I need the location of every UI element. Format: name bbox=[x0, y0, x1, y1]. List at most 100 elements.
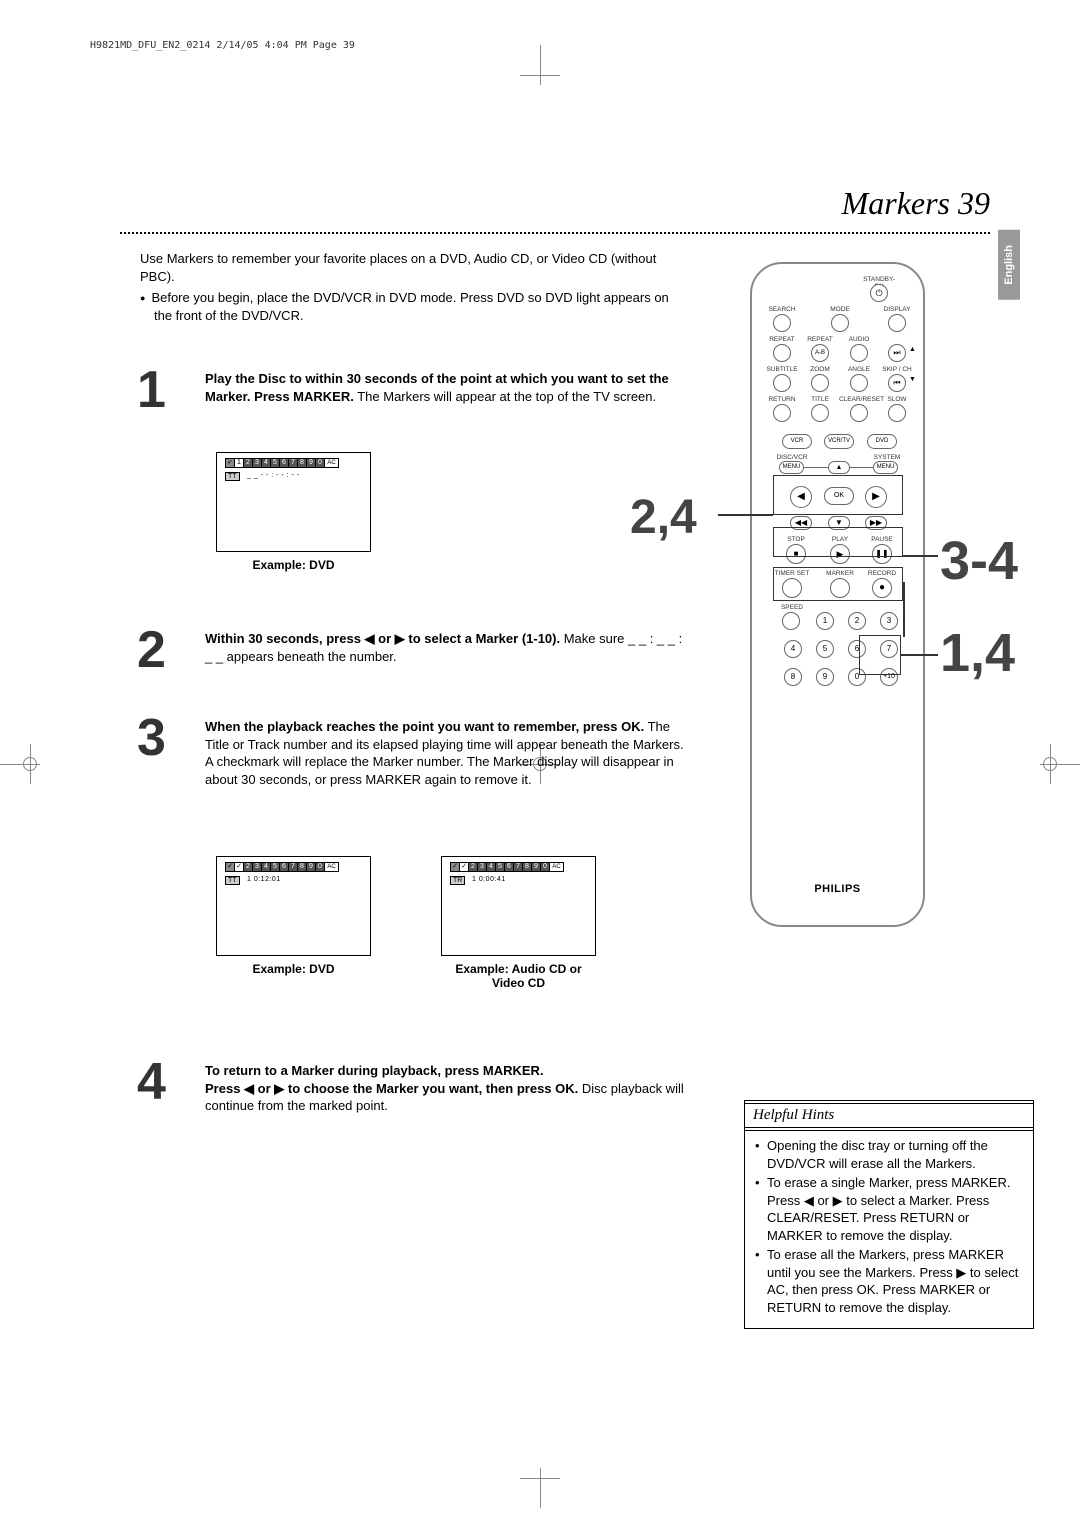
slow-button bbox=[888, 404, 906, 422]
step-3-number: 3 bbox=[137, 708, 166, 768]
mode-label: MODE bbox=[820, 306, 860, 313]
display-button bbox=[888, 314, 906, 332]
num-8-button: 8 bbox=[784, 668, 802, 686]
subtitle-label: SUBTITLE bbox=[762, 366, 802, 373]
step-2-number: 2 bbox=[137, 620, 166, 680]
check-icon: ✓ bbox=[450, 862, 460, 872]
repeat-label: REPEAT bbox=[762, 336, 802, 343]
num-5-button: 5 bbox=[816, 640, 834, 658]
repeat2-label: REPEAT bbox=[800, 336, 840, 343]
step-4-bold2: Press ◀ or ▶ to choose the Marker you wa… bbox=[205, 1081, 578, 1096]
callout-line bbox=[901, 654, 938, 656]
standby-button: ⏻ bbox=[870, 284, 888, 302]
example-dvd-label: Example: DVD bbox=[216, 558, 371, 572]
step-3-body: When the playback reaches the point you … bbox=[205, 718, 685, 788]
repeat-button bbox=[773, 344, 791, 362]
vcr-button: VCR bbox=[782, 434, 812, 449]
example-acd-label: Example: Audio CD or Video CD bbox=[441, 962, 596, 990]
step-2-body: Within 30 seconds, press ◀ or ▶ to selec… bbox=[205, 630, 685, 665]
step-1: 1 Play the Disc to within 30 seconds of … bbox=[145, 370, 685, 405]
slow-label: SLOW bbox=[877, 396, 917, 403]
audio-button bbox=[850, 344, 868, 362]
callout-box-3-4 bbox=[773, 527, 903, 557]
time-label: _ _ - - : - - : - - bbox=[247, 472, 300, 479]
crop-mark bbox=[520, 1458, 560, 1498]
divider bbox=[120, 232, 990, 234]
ac-label: AC bbox=[325, 458, 339, 468]
screen-dvd-1: ✓ 1234567890 AC TT _ _ - - : - - : - - bbox=[216, 452, 371, 552]
page-title: Markers 39 bbox=[842, 185, 990, 222]
ab-button: A-B bbox=[811, 344, 829, 362]
num-1-button: 1 bbox=[816, 612, 834, 630]
callout-box-1-4-bot bbox=[859, 635, 901, 675]
display-label: DISPLAY bbox=[877, 306, 917, 313]
discvcr-label: DISC/VCR bbox=[772, 454, 812, 461]
ac-label: AC bbox=[550, 862, 564, 872]
check-icon: ✓ bbox=[225, 458, 235, 468]
callout-1-4: 1,4 bbox=[940, 622, 1015, 684]
zoom-label: ZOOM bbox=[800, 366, 840, 373]
system-label: SYSTEM bbox=[867, 454, 907, 461]
ac-label: AC bbox=[325, 862, 339, 872]
hints-title: Helpful Hints bbox=[745, 1103, 1033, 1128]
mode-button bbox=[831, 314, 849, 332]
speed-label: SPEED bbox=[772, 604, 812, 611]
menu-button: MENU bbox=[779, 461, 804, 474]
callout-box-1-4-top bbox=[773, 567, 903, 601]
speed-button bbox=[782, 612, 800, 630]
example-dvd-label: Example: DVD bbox=[216, 962, 371, 976]
search-label: SEARCH bbox=[762, 306, 802, 313]
hint-2: To erase a single Marker, press MARKER. … bbox=[767, 1174, 1023, 1244]
step-2: 2 Within 30 seconds, press ◀ or ▶ to sel… bbox=[145, 630, 685, 665]
title-label: TITLE bbox=[800, 396, 840, 403]
search-button bbox=[773, 314, 791, 332]
screen-dvd-2: ✓ ✓234567890 AC TT 1 0:12:01 bbox=[216, 856, 371, 956]
audio-label: AUDIO bbox=[839, 336, 879, 343]
intro-p1: Use Markers to remember your favorite pl… bbox=[140, 250, 680, 285]
num-4-button: 4 bbox=[784, 640, 802, 658]
menu2-button: MENU bbox=[873, 461, 898, 474]
return-button bbox=[773, 404, 791, 422]
check-icon: ✓ bbox=[225, 862, 235, 872]
down-arrow-icon: ▼ bbox=[909, 376, 916, 383]
brand-label: PHILIPS bbox=[752, 883, 923, 895]
helpful-hints: Helpful Hints Opening the disc tray or t… bbox=[744, 1100, 1034, 1329]
dvd-button: DVD bbox=[867, 434, 897, 449]
callout-line bbox=[903, 582, 905, 637]
intro-bullet: Before you begin, place the DVD/VCR in D… bbox=[140, 289, 680, 324]
step-3-screens: ✓ ✓234567890 AC TT 1 0:12:01 Example: DV… bbox=[216, 856, 596, 990]
tt-label: TT bbox=[225, 472, 240, 481]
callout-line bbox=[903, 555, 938, 557]
intro-text: Use Markers to remember your favorite pl… bbox=[140, 250, 680, 324]
callout-2-4: 2,4 bbox=[630, 490, 697, 545]
clear-label: CLEAR/RESET bbox=[839, 396, 879, 403]
num-2-button: 2 bbox=[848, 612, 866, 630]
step-1-screen: ✓ 1234567890 AC TT _ _ - - : - - : - - E… bbox=[216, 452, 371, 572]
subtitle-button bbox=[773, 374, 791, 392]
clear-button bbox=[850, 404, 868, 422]
hints-title-wrap: Helpful Hints bbox=[744, 1100, 1034, 1131]
return-label: RETURN bbox=[762, 396, 802, 403]
step-3-bold: When the playback reaches the point you … bbox=[205, 719, 644, 734]
step-4-body: To return to a Marker during playback, p… bbox=[205, 1062, 685, 1115]
crop-mark bbox=[1030, 744, 1070, 784]
angle-button bbox=[850, 374, 868, 392]
angle-label: ANGLE bbox=[839, 366, 879, 373]
doc-meta: H9821MD_DFU_EN2_0214 2/14/05 4:04 PM Pag… bbox=[90, 40, 355, 51]
step-3: 3 When the playback reaches the point yo… bbox=[145, 718, 685, 788]
callout-line bbox=[718, 514, 773, 516]
title-text: Markers bbox=[842, 185, 950, 221]
title-button bbox=[811, 404, 829, 422]
vcrtv-button: VCR/TV bbox=[824, 434, 854, 449]
hint-1: Opening the disc tray or turning off the… bbox=[767, 1137, 1023, 1172]
tt-label: TT bbox=[225, 876, 240, 885]
crop-mark bbox=[10, 744, 50, 784]
step-1-rest: The Markers will appear at the top of th… bbox=[354, 389, 656, 404]
zoom-button bbox=[811, 374, 829, 392]
step-4-number: 4 bbox=[137, 1052, 166, 1112]
skipch-label: SKIP / CH bbox=[877, 366, 917, 373]
step-4-bold1: To return to a Marker during playback, p… bbox=[205, 1063, 544, 1078]
num-3-button: 3 bbox=[880, 612, 898, 630]
step-2-bold: Within 30 seconds, press ◀ or ▶ to selec… bbox=[205, 631, 560, 646]
skip-fwd-button: ⏭ bbox=[888, 344, 906, 362]
